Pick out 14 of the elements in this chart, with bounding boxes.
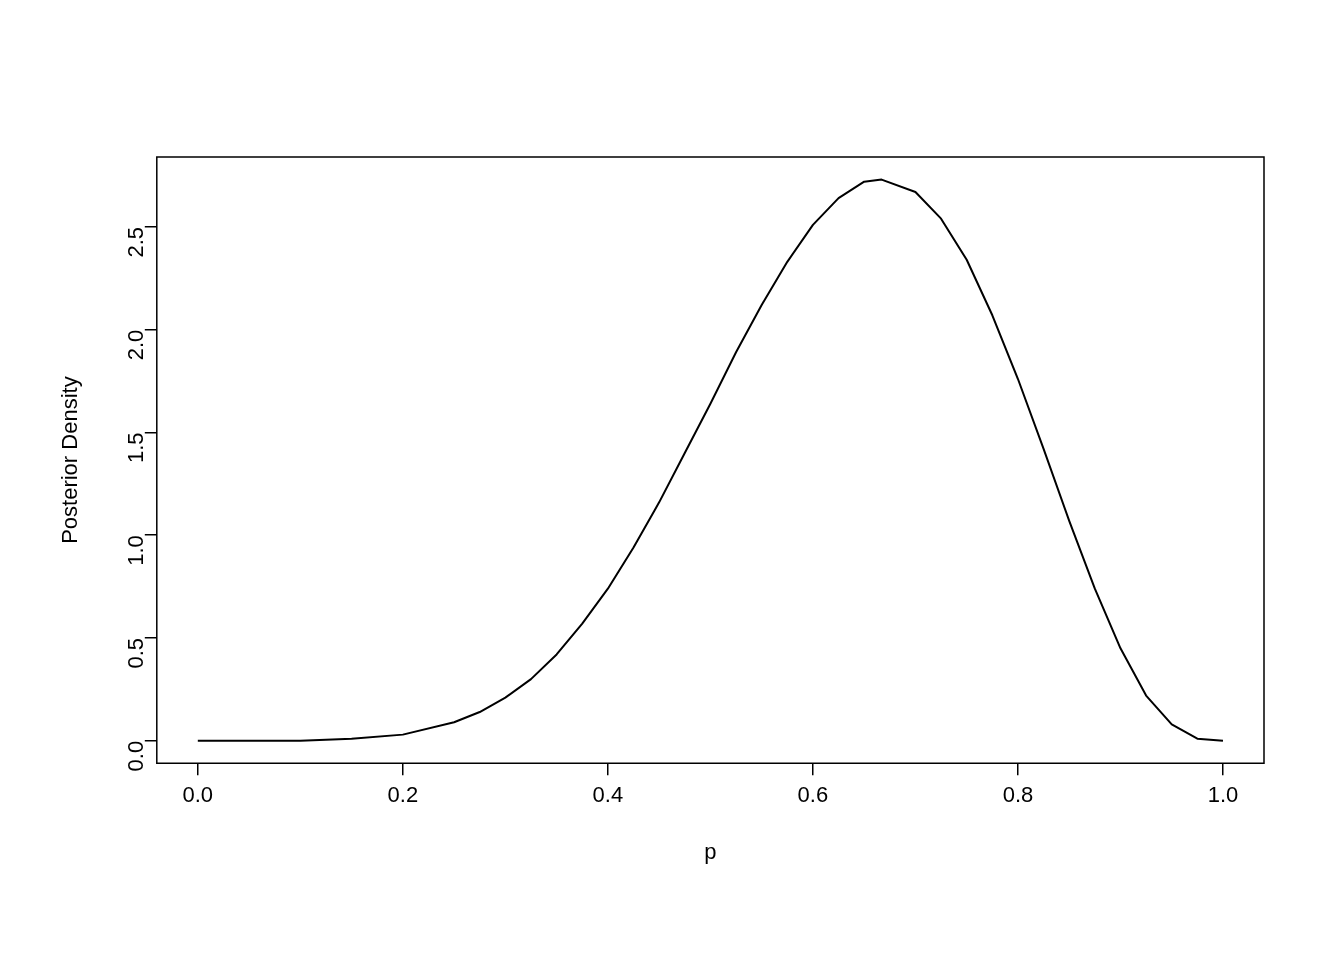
y-tick-label: 0.5 xyxy=(122,638,148,669)
x-axis-title: p xyxy=(704,838,717,864)
x-tick-label: 0.0 xyxy=(182,782,214,808)
y-tick-label: 1.0 xyxy=(122,535,148,566)
y-axis-title: Posterior Density xyxy=(57,376,83,544)
y-tick-label: 1.5 xyxy=(122,432,148,464)
x-tick-label: 0.6 xyxy=(797,782,829,808)
x-tick-label: 0.8 xyxy=(1002,782,1034,808)
x-tick-label: 0.4 xyxy=(592,782,624,808)
y-tick-label: 2.0 xyxy=(122,329,148,361)
y-tick-label: 0.0 xyxy=(122,740,148,772)
y-tick-label: 2.5 xyxy=(122,226,148,258)
x-tick-label: 1.0 xyxy=(1207,782,1239,808)
x-tick-label: 0.2 xyxy=(387,782,419,808)
